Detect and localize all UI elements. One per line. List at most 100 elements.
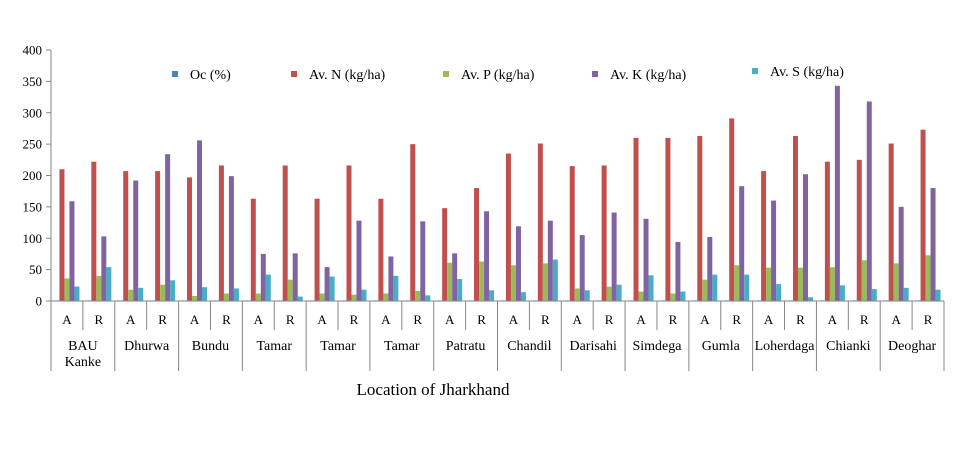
- bar-3-17: [574, 288, 580, 301]
- bar-4-17: [579, 235, 585, 301]
- x-group-label-2: Dhurwa: [124, 339, 170, 354]
- bar-4-15: [515, 226, 521, 301]
- x-sub-label-15: A: [509, 312, 519, 327]
- bar-4-11: [388, 256, 394, 301]
- x-sub-label-20: R: [669, 312, 678, 327]
- bar-5-19: [648, 275, 654, 301]
- bar-4-25: [834, 85, 840, 302]
- bar-3-9: [319, 293, 325, 301]
- x-sub-label-12: R: [413, 312, 422, 327]
- legend-label-5: Av. S (kg/ha): [770, 65, 844, 80]
- bar-3-16: [542, 263, 548, 301]
- bar-3-5: [192, 295, 198, 301]
- x-sub-label-25: A: [828, 312, 838, 327]
- legend-swatch-1: [172, 71, 178, 77]
- bar-3-27: [893, 263, 899, 301]
- y-tick-label-150: 150: [23, 199, 43, 214]
- bar-5-15: [520, 292, 526, 301]
- bar-4-3: [133, 180, 139, 301]
- x-sub-label-23: A: [764, 312, 774, 327]
- x-group-label-6: Tamar: [384, 339, 420, 354]
- x-sub-label-4: R: [158, 312, 167, 327]
- bar-3-24: [797, 267, 803, 301]
- bar-4-8: [292, 253, 298, 301]
- bar-5-13: [457, 279, 463, 301]
- bar-5-4: [170, 280, 176, 301]
- bar-5-27: [903, 287, 909, 301]
- x-sub-label-3: A: [126, 312, 136, 327]
- x-sub-label-26: R: [860, 312, 869, 327]
- bar-5-21: [712, 274, 718, 301]
- bar-4-16: [547, 220, 553, 301]
- x-sub-label-8: R: [286, 312, 295, 327]
- y-tick-label-250: 250: [23, 137, 43, 152]
- bar-2-18: [601, 165, 607, 301]
- x-sub-label-1: A: [62, 312, 72, 327]
- bar-3-1: [64, 278, 70, 301]
- y-tick-label-350: 350: [23, 74, 43, 89]
- bar-5-8: [297, 296, 303, 301]
- bar-2-28: [920, 129, 926, 301]
- x-sub-label-27: A: [891, 312, 901, 327]
- bar-2-12: [410, 144, 416, 302]
- bar-2-22: [729, 118, 735, 302]
- bar-2-15: [505, 153, 511, 301]
- bar-3-20: [670, 293, 676, 301]
- bar-5-25: [839, 285, 845, 301]
- bar-4-26: [866, 101, 872, 301]
- bar-3-19: [638, 291, 644, 301]
- x-axis-title: Location of Jharkhand: [357, 380, 510, 399]
- bar-2-20: [665, 137, 671, 301]
- x-sub-label-16: R: [541, 312, 550, 327]
- x-group-label-7: Patratu: [446, 339, 486, 354]
- bar-4-9: [324, 267, 330, 301]
- bar-4-12: [420, 221, 426, 301]
- x-group-label-11: Gumla: [702, 339, 741, 354]
- bar-3-26: [861, 260, 867, 301]
- bar-4-23: [771, 200, 777, 301]
- bar-4-28: [930, 188, 936, 301]
- bar-4-5: [197, 140, 203, 301]
- bar-3-22: [734, 265, 740, 301]
- bar-5-16: [552, 259, 558, 301]
- x-group-label-10: Simdega: [632, 339, 682, 354]
- y-tick-label-100: 100: [23, 231, 43, 246]
- bar-4-10: [356, 220, 362, 301]
- bar-2-7: [250, 198, 256, 301]
- legend-swatch-3: [443, 71, 449, 77]
- x-sub-label-13: A: [445, 312, 455, 327]
- x-sub-label-14: R: [477, 312, 486, 327]
- x-sub-label-19: A: [636, 312, 646, 327]
- bar-5-12: [425, 295, 431, 301]
- bar-3-7: [255, 293, 261, 301]
- x-group-label-5: Tamar: [320, 339, 356, 354]
- bar-4-4: [165, 154, 171, 301]
- bar-5-26: [871, 289, 877, 301]
- bar-3-14: [479, 261, 485, 301]
- bar-4-21: [707, 237, 713, 301]
- bar-3-6: [223, 293, 229, 301]
- x-group-label-14: Deoghar: [888, 339, 937, 354]
- bar-3-12: [415, 290, 421, 301]
- bar-3-13: [447, 262, 453, 301]
- bar-3-4: [160, 284, 166, 301]
- x-sub-label-2: R: [95, 312, 104, 327]
- bar-5-24: [807, 297, 813, 301]
- legend-label-2: Av. N (kg/ha): [309, 68, 386, 83]
- bar-3-3: [128, 289, 134, 301]
- bar-2-25: [824, 161, 830, 301]
- legend-swatch-2: [291, 71, 297, 77]
- x-sub-label-21: A: [700, 312, 710, 327]
- x-sub-label-22: R: [732, 312, 741, 327]
- bar-2-9: [314, 198, 320, 301]
- x-group-label-4: Tamar: [256, 339, 292, 354]
- bar-5-28: [935, 289, 941, 301]
- legend: Oc (%) Av. N (kg/ha) Av. P (kg/ha) Av. K (k…: [172, 65, 844, 83]
- bar-5-2: [106, 267, 112, 301]
- bar-3-21: [702, 279, 708, 301]
- bar-2-21: [697, 135, 703, 301]
- bar-2-4: [155, 171, 161, 301]
- x-group-label-3: Bundu: [192, 339, 229, 354]
- bar-2-11: [378, 198, 384, 301]
